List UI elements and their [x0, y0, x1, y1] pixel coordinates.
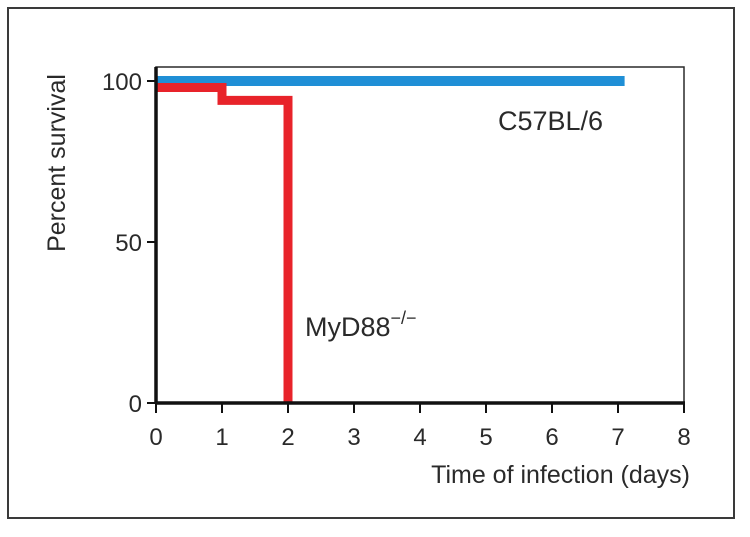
x-tick-label: 7	[611, 424, 624, 451]
labels-layer: Percent survival Time of infection (days…	[43, 74, 690, 489]
x-tick-label: 8	[677, 424, 690, 451]
series-layer	[156, 76, 625, 403]
axes-layer: 0 1 2 3 4 5 6 7 8 0 50 100	[102, 66, 691, 451]
y-tick-label: 0	[129, 391, 142, 418]
x-tick-label: 6	[545, 424, 558, 451]
series-label-myd88-base: MyD88	[305, 312, 391, 342]
x-tick-label: 4	[413, 424, 426, 451]
y-tick-label: 100	[102, 69, 142, 96]
series-label-myd88: MyD88−/−	[305, 308, 417, 342]
x-tick-label: 5	[479, 424, 492, 451]
x-tick-label: 3	[347, 424, 360, 451]
series-line-myd88	[156, 82, 293, 403]
x-tick-label: 1	[215, 424, 228, 451]
figure-frame	[7, 7, 735, 519]
series-label-myd88-superscript: −/−	[391, 308, 417, 328]
series-label-c57bl6: C57BL/6	[498, 106, 603, 136]
x-tick-label: 2	[281, 424, 294, 451]
y-axis-title: Percent survival	[43, 74, 71, 252]
plot-border	[155, 66, 685, 404]
x-tick-label: 0	[149, 424, 162, 451]
y-tick-label: 50	[115, 230, 142, 257]
x-axis-title: Time of infection (days)	[431, 461, 690, 489]
